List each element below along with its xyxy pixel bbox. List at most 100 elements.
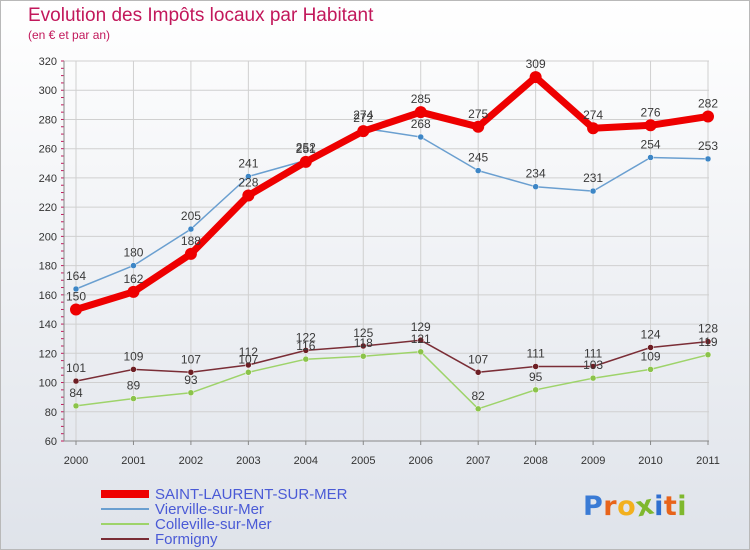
data-point — [474, 405, 482, 413]
data-point — [702, 110, 714, 123]
data-label: 101 — [66, 361, 86, 375]
data-label: 103 — [583, 358, 603, 372]
y-tick-label: 100 — [39, 378, 57, 390]
data-label: 107 — [468, 352, 488, 366]
y-tick-label: 320 — [39, 56, 57, 68]
data-point — [70, 303, 82, 316]
data-point — [414, 106, 427, 119]
data-label: 95 — [529, 370, 543, 384]
data-label: 109 — [123, 349, 143, 363]
data-point — [417, 133, 424, 141]
data-label: 274 — [353, 108, 373, 122]
data-point — [647, 366, 654, 373]
data-label: 107 — [238, 352, 258, 366]
series-line — [75, 339, 709, 382]
data-point — [647, 344, 654, 351]
data-point — [245, 173, 252, 180]
data-point — [472, 120, 485, 133]
data-label: 245 — [468, 151, 488, 165]
data-label: 231 — [583, 171, 603, 185]
data-point — [187, 369, 195, 376]
data-label: 268 — [411, 117, 431, 131]
data-point — [187, 389, 195, 397]
data-label: 128 — [698, 322, 718, 336]
data-label: 309 — [526, 57, 546, 71]
x-tick-label: 2000 — [64, 455, 88, 467]
data-point — [704, 338, 712, 345]
data-label: 84 — [69, 386, 83, 400]
data-point — [72, 285, 80, 293]
data-label: 275 — [468, 107, 488, 121]
logo-letter: r — [603, 491, 618, 522]
data-label: 121 — [411, 332, 431, 346]
x-tick-label: 2011 — [696, 455, 720, 467]
logo-letter: P — [583, 491, 604, 522]
y-tick-label: 180 — [39, 261, 57, 273]
data-point — [704, 155, 712, 163]
data-label: 252 — [296, 140, 316, 154]
y-tick-label: 80 — [45, 407, 57, 419]
data-label: 162 — [123, 272, 143, 286]
data-point — [360, 342, 367, 350]
y-tick-label: 220 — [39, 202, 57, 214]
data-point — [589, 187, 597, 195]
data-label: 180 — [123, 246, 143, 260]
data-label: 129 — [411, 320, 431, 334]
data-label: 93 — [184, 373, 198, 387]
logo-letter: t — [663, 491, 678, 522]
data-point — [245, 369, 252, 376]
data-label: 272 — [353, 111, 373, 125]
chart-subtitle: (en € et par an) — [28, 28, 111, 42]
data-label: 282 — [698, 97, 718, 111]
series-line — [72, 73, 712, 313]
x-tick-label: 2001 — [121, 455, 145, 467]
data-label: 274 — [583, 108, 603, 122]
data-label: 124 — [641, 327, 661, 341]
data-point — [127, 285, 140, 298]
data-point — [130, 366, 137, 373]
data-label: 164 — [66, 269, 86, 283]
data-label: 285 — [411, 92, 431, 106]
data-label: 116 — [296, 339, 315, 353]
data-point — [704, 351, 712, 359]
y-tick-label: 300 — [39, 85, 57, 97]
data-label: 125 — [353, 326, 373, 340]
data-point — [357, 125, 370, 138]
data-label: 111 — [584, 346, 603, 360]
data-label: 254 — [641, 137, 661, 151]
data-point — [187, 225, 195, 233]
y-tick-label: 240 — [39, 173, 57, 185]
data-point — [532, 363, 539, 370]
y-tick-label: 120 — [39, 348, 57, 360]
data-label: 109 — [641, 349, 661, 363]
data-point — [299, 155, 312, 168]
data-point — [242, 189, 255, 202]
data-point — [474, 167, 482, 174]
x-tick-label: 2006 — [408, 455, 432, 467]
data-point — [302, 347, 310, 354]
data-point — [72, 377, 80, 385]
series-line — [75, 351, 709, 410]
data-point — [587, 122, 600, 135]
data-point — [532, 183, 539, 190]
data-label: 253 — [698, 139, 718, 153]
logo-letter: i — [677, 491, 688, 522]
data-label: 276 — [641, 105, 661, 119]
data-point — [647, 154, 654, 161]
data-label: 118 — [354, 336, 373, 350]
y-tick-label: 160 — [39, 290, 57, 302]
data-point — [130, 262, 137, 269]
series-line — [75, 127, 709, 290]
data-label: 107 — [181, 352, 201, 366]
y-tick-label: 200 — [39, 231, 57, 243]
data-label: 111 — [527, 346, 546, 360]
y-tick-label: 260 — [39, 144, 57, 156]
data-label: 150 — [66, 289, 86, 303]
logo-letter: o — [617, 491, 637, 522]
x-tick-label: 2002 — [179, 455, 203, 467]
x-tick-label: 2009 — [581, 455, 605, 467]
y-tick-label: 280 — [39, 114, 57, 126]
data-label: 119 — [698, 335, 717, 349]
